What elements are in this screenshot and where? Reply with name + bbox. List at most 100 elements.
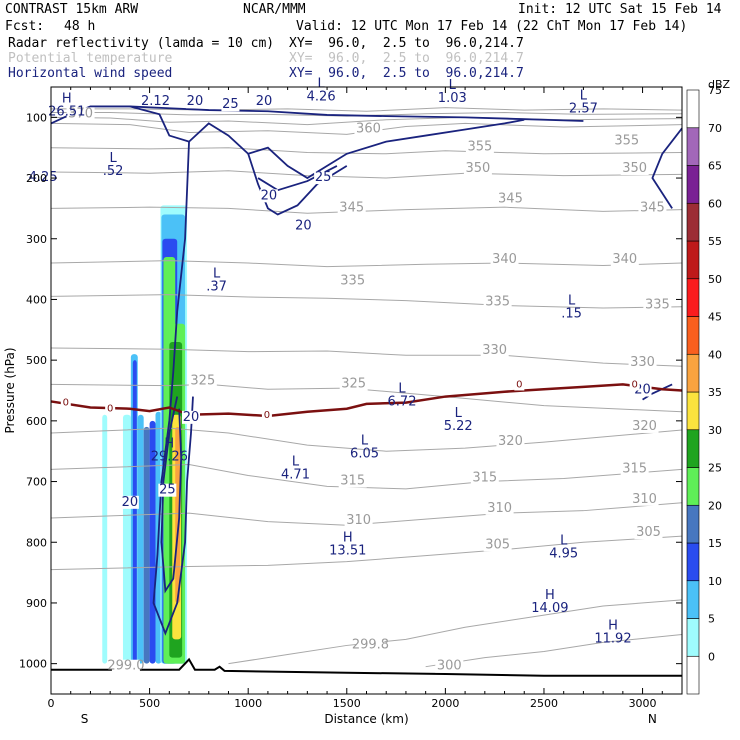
x-tick-label: 2500 xyxy=(530,697,558,710)
low-marker: L xyxy=(109,151,117,166)
colorbar-tick-label: 35 xyxy=(708,386,722,399)
theta-label-bg xyxy=(111,659,140,673)
reflectivity-cell xyxy=(102,414,108,664)
header-fcst-label: Fcst: xyxy=(5,19,45,34)
theta-label-bg xyxy=(490,253,519,267)
theta-contour-label: 315 xyxy=(340,474,365,489)
theta-label-bg xyxy=(354,122,383,136)
zero-label-bg xyxy=(60,397,71,409)
y-tick-label: 1000 xyxy=(19,658,47,671)
theta-label-bg xyxy=(337,201,366,215)
theta-contour-line xyxy=(50,383,683,413)
theta-contour-label: 345 xyxy=(498,191,523,206)
header-center: NCAR/MMM xyxy=(243,2,306,17)
y-tick-label: 200 xyxy=(26,172,47,185)
high-marker: H xyxy=(164,436,174,451)
theta-contour-line xyxy=(50,502,683,526)
theta-label-bg xyxy=(338,274,367,288)
wind-label-bg xyxy=(158,483,177,497)
wind-contour-label: 20 xyxy=(183,410,200,425)
theta-contour-line xyxy=(50,464,683,490)
theta-label-bg xyxy=(338,474,367,488)
extremum-value: 4.26 xyxy=(307,89,336,104)
x-tick-label: 1500 xyxy=(333,697,361,710)
wind-label-bg xyxy=(314,171,333,185)
wind-contour-label: 20 xyxy=(261,188,278,203)
colorbar-swatch xyxy=(686,580,700,619)
theta-label-bg xyxy=(480,344,509,358)
theta-contour-label: 315 xyxy=(472,471,497,486)
wind-contour-line xyxy=(651,127,683,209)
wind-contour-line xyxy=(160,396,183,594)
terrain-line xyxy=(51,657,682,677)
low-marker: L xyxy=(318,76,326,91)
extremum-value: 11.92 xyxy=(594,631,631,646)
theta-contour-line xyxy=(50,535,683,571)
low-marker: L xyxy=(398,382,406,397)
theta-label-bg xyxy=(339,377,368,391)
header-valid: Valid: 12 UTC Mon 17 Feb 14 (22 ChT Mon … xyxy=(296,19,688,34)
wind-contour-label: 20 xyxy=(122,495,139,510)
wind-contour-label: 25 xyxy=(159,483,176,498)
colorbar-swatch xyxy=(686,165,700,204)
theta-contour-line xyxy=(228,599,683,665)
theta-contour-label: 340 xyxy=(492,252,517,267)
field-reflectivity-name: Radar reflectivity (lamda = 10 cm) xyxy=(8,36,275,51)
extremum-value: .15 xyxy=(561,307,582,322)
wind-label-bg xyxy=(221,98,240,112)
theta-label-bg xyxy=(470,471,499,485)
extremum-value: 4.25 xyxy=(29,170,58,185)
low-marker: L xyxy=(560,533,568,548)
terrain-line xyxy=(51,657,682,677)
y-tick-label: 400 xyxy=(26,293,47,306)
wind-label-bg xyxy=(185,95,204,109)
low-marker: L xyxy=(213,266,221,281)
field-wind-xy: XY= 96.0, 2.5 to 96.0,214.7 xyxy=(289,66,524,81)
y-tick-label: 900 xyxy=(26,597,47,610)
theta-label-bg xyxy=(496,192,525,206)
theta-label-bg xyxy=(483,538,512,552)
y-tick-label: 300 xyxy=(26,233,47,246)
colorbar-tick-label: 15 xyxy=(708,537,722,550)
theta-contour-line xyxy=(425,634,683,668)
wind-contour-line xyxy=(642,383,673,401)
low-marker: L xyxy=(580,88,588,103)
south-label: S xyxy=(81,712,89,726)
wind-contour-line xyxy=(247,153,348,216)
theta-contour-label: 310 xyxy=(346,513,371,528)
header-fcst-value: 48 h xyxy=(64,19,96,34)
low-marker: L xyxy=(568,294,576,309)
extremum-value: 26.51 xyxy=(48,105,85,120)
wind-contour-line xyxy=(152,141,194,636)
extremum-value: 1.03 xyxy=(438,91,467,106)
theta-label-bg xyxy=(483,295,512,309)
colorbar-tick-label: 65 xyxy=(708,160,722,173)
colorbar-swatch xyxy=(686,504,700,544)
theta-contour-label: 330 xyxy=(482,343,507,358)
zero-isotherm-label: 0 xyxy=(63,398,69,409)
wind-contour-label: 20 xyxy=(295,219,312,234)
field-theta-xy: XY= 96.0, 2.5 to 96.0,214.7 xyxy=(289,51,524,66)
theta-label-bg xyxy=(628,356,657,370)
x-axis-label: Distance (km) xyxy=(324,712,408,726)
theta-label-bg xyxy=(630,492,659,506)
theta-contour-line xyxy=(50,347,683,367)
wind-contour-label: 20 xyxy=(187,94,204,109)
x-tick-label: 3000 xyxy=(629,697,657,710)
theta-contour-label: 320 xyxy=(498,434,523,449)
high-marker: H xyxy=(62,92,72,107)
colorbar-swatch xyxy=(686,467,700,506)
low-marker: L xyxy=(449,78,457,93)
header-init: Init: 12 UTC Sat 15 Feb 14 xyxy=(518,2,722,17)
colorbar-tick-label: 75 xyxy=(708,84,722,97)
colorbar-swatch xyxy=(686,391,700,431)
theta-contour-label: 299.0 xyxy=(107,659,144,674)
theta-contour-label: 360 xyxy=(356,122,381,137)
zero-isotherm-label: 0 xyxy=(516,379,522,390)
extremum-value: 29.26 xyxy=(151,449,188,464)
reflectivity-cell xyxy=(132,360,137,664)
theta-contour-label: 310 xyxy=(487,501,512,516)
wind-label-bg xyxy=(259,189,278,203)
extremum-value: 2.12 xyxy=(141,94,170,109)
